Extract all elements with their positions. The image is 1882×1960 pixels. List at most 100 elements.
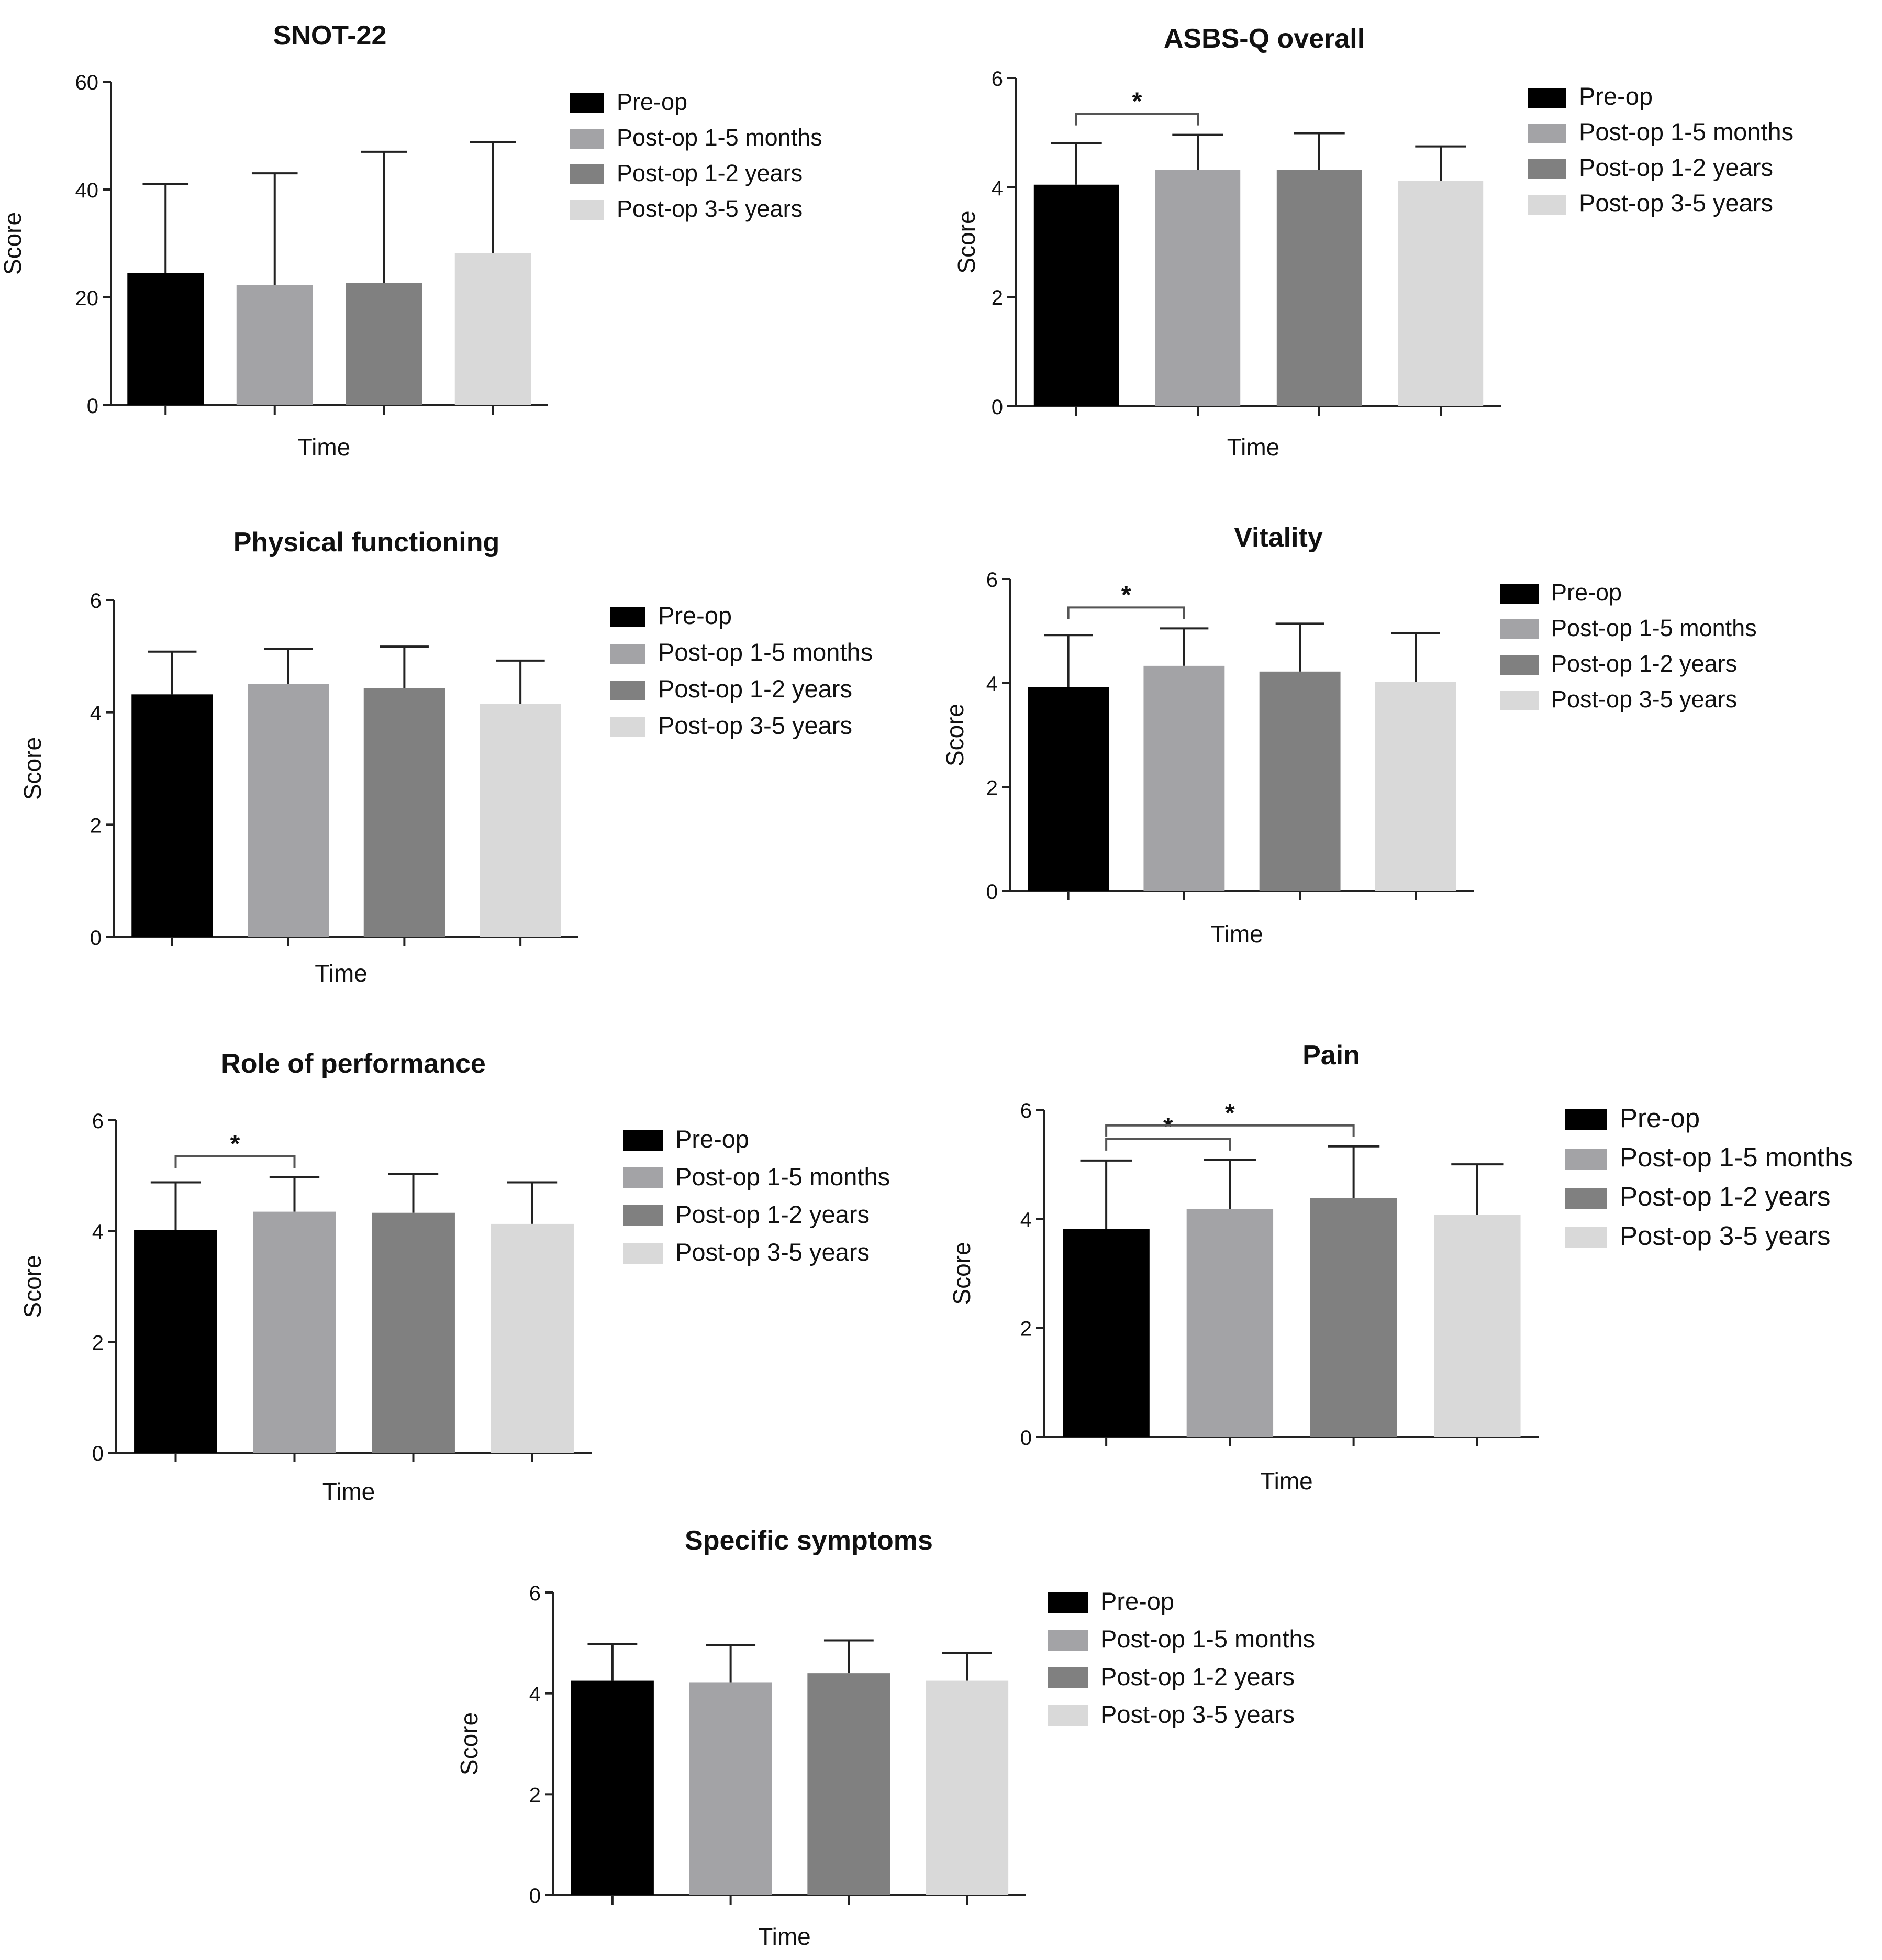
- chart-title: Specific symptoms: [685, 1525, 933, 1556]
- legend-entry: Pre-op: [658, 602, 732, 629]
- bar: [1375, 682, 1456, 891]
- chart-asbsq: ASBS-Q overall 0 2 4 6 * Time Score Pre-op Post-o…: [953, 24, 1794, 461]
- legend: Pre-op Post-op 1-5 months Post-op 1-2 year…: [623, 1125, 890, 1266]
- legend-swatch: [1528, 195, 1566, 215]
- legend-entry: Post-op 3-5 years: [1100, 1700, 1295, 1728]
- legend-entry: Post-op 1-2 years: [658, 675, 852, 703]
- legend-swatch: [570, 164, 604, 184]
- y-axis-label: Score: [953, 210, 980, 273]
- y-tick-label: 0: [986, 881, 998, 904]
- significance-marker: *: [1163, 1113, 1173, 1141]
- bar: [1276, 170, 1362, 406]
- legend-entry: Post-op 3-5 years: [658, 711, 852, 739]
- legend-entry: Post-op 3-5 years: [1579, 189, 1773, 217]
- legend-swatch: [1528, 159, 1566, 179]
- legend-entry: Pre-op: [1551, 579, 1622, 606]
- bar: [1033, 184, 1119, 406]
- x-axis-label: Time: [1227, 433, 1280, 461]
- legend-swatch: [623, 1243, 663, 1264]
- bar: [1028, 687, 1109, 891]
- legend-entry: Post-op 1-5 months: [1551, 615, 1757, 641]
- x-axis-label: Time: [315, 960, 368, 987]
- legend-swatch: [623, 1167, 663, 1188]
- chart-physical: Physical functioning0246TimeScorePre-opP…: [19, 527, 873, 987]
- legend: Pre-op Post-op 1-5 months Post-op 1-2 year…: [570, 88, 822, 222]
- chart-title: Vitality: [1234, 522, 1323, 553]
- legend-entry: Pre-op: [617, 88, 687, 115]
- y-tick-label: 4: [529, 1683, 541, 1706]
- bar: [346, 283, 422, 405]
- bar: [1063, 1229, 1150, 1437]
- legend-entry: Post-op 1-5 months: [658, 638, 873, 666]
- bar: [454, 253, 531, 405]
- legend-entry: Post-op 1-2 years: [675, 1200, 870, 1228]
- y-tick-label: 0: [529, 1885, 541, 1908]
- bar: [131, 694, 213, 937]
- legend-swatch: [1500, 619, 1539, 639]
- y-tick-label: 0: [1020, 1427, 1032, 1450]
- chart-specific: Specific symptoms 0 2 4 6 Time Score Pre-op Post…: [455, 1525, 1315, 1950]
- y-tick-label: 0: [90, 927, 102, 950]
- legend-swatch: [1500, 691, 1539, 710]
- bar: [372, 1212, 455, 1453]
- legend-swatch: [1048, 1667, 1088, 1688]
- legend-entry: Post-op 1-5 months: [617, 124, 822, 151]
- legend: Pre-op Post-op 1-5 months Post-op 1-2 year…: [1500, 579, 1757, 712]
- y-tick-label: 4: [92, 1221, 104, 1244]
- chart-pain: Pain 0 2 4 6 * * Time Score Pre-op Post-op 1-5 mon…: [948, 1040, 1853, 1495]
- legend-swatch: [610, 717, 645, 737]
- legend-swatch: [1500, 584, 1539, 604]
- x-axis-label: Time: [758, 1923, 811, 1950]
- y-tick-label: 2: [529, 1784, 541, 1807]
- bar: [1143, 665, 1225, 891]
- legend-entry: Pre-op: [675, 1125, 749, 1153]
- x-axis-label: Time: [1210, 920, 1263, 948]
- bar: [1259, 671, 1341, 891]
- x-axis-label: Time: [322, 1478, 375, 1505]
- legend-entry: Post-op 3-5 years: [617, 195, 803, 222]
- y-tick-label: 2: [986, 776, 998, 799]
- legend-entry: Pre-op: [1620, 1103, 1700, 1133]
- significance-bracket: [1105, 1124, 1355, 1137]
- legend: Pre-op Post-op 1-5 months Post-op 1-2 year…: [1048, 1587, 1315, 1728]
- y-tick-label: 4: [992, 177, 1003, 200]
- y-tick-label: 6: [90, 589, 102, 612]
- bar: [363, 688, 445, 937]
- legend-swatch: [1565, 1227, 1607, 1248]
- y-tick-label: 6: [992, 68, 1003, 91]
- bar: [253, 1211, 336, 1453]
- y-axis-label: Score: [19, 737, 46, 800]
- legend-swatch: [1528, 124, 1566, 143]
- legend-swatch: [610, 607, 645, 627]
- significance-marker: *: [1225, 1099, 1235, 1127]
- bar: [248, 684, 329, 937]
- legend-swatch: [1565, 1188, 1607, 1209]
- y-tick-label: 4: [90, 702, 102, 725]
- y-tick-label: 4: [1020, 1208, 1032, 1231]
- legend: Pre-op Post-op 1-5 months Post-op 1-2 year…: [610, 602, 873, 739]
- chart-role: Role of performance0246*TimeScorePre-opP…: [19, 1049, 890, 1505]
- legend-swatch: [610, 644, 645, 664]
- y-tick-label: 2: [92, 1331, 104, 1354]
- legend-swatch: [1048, 1705, 1088, 1726]
- chart-vitality: Vitality 0 2 4 6 * Time Score Pre-op Post-op 1-5 …: [941, 522, 1757, 948]
- bar: [926, 1680, 1009, 1895]
- legend-swatch: [1528, 88, 1566, 108]
- bar: [571, 1680, 654, 1895]
- y-tick-label: 4: [986, 673, 998, 696]
- legend: Pre-op Post-op 1-5 months Post-op 1-2 year…: [1565, 1103, 1853, 1251]
- y-tick-label: 2: [1020, 1318, 1032, 1341]
- y-axis-label: Score: [19, 1255, 46, 1318]
- bar: [1186, 1209, 1274, 1437]
- legend-entry: Pre-op: [1100, 1587, 1174, 1615]
- significance-marker: *: [1121, 581, 1131, 609]
- chart-title: Role of performance: [221, 1049, 486, 1079]
- legend-swatch: [1048, 1592, 1088, 1613]
- y-tick-label: 2: [90, 814, 102, 837]
- legend: Pre-op Post-op 1-5 months Post-op 1-2 year…: [1528, 82, 1794, 217]
- significance-marker: *: [230, 1130, 240, 1158]
- y-tick-label: 60: [75, 71, 99, 94]
- bar: [1434, 1215, 1521, 1437]
- significance-bracket: [1105, 1138, 1231, 1151]
